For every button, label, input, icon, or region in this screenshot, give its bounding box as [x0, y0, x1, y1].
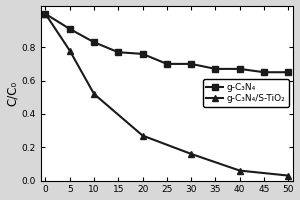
g-C₃N₄/S-TiO₂ — [189, 153, 193, 155]
g-C₃N₄ — [189, 63, 193, 65]
g-C₃N₄ — [262, 71, 266, 73]
g-C₃N₄/S-TiO₂ — [238, 169, 242, 172]
g-C₃N₄/S-TiO₂ — [141, 134, 144, 137]
Y-axis label: C/C₀: C/C₀ — [6, 81, 19, 106]
g-C₃N₄ — [44, 13, 47, 15]
Legend: g-C₃N₄, g-C₃N₄/S-TiO₂: g-C₃N₄, g-C₃N₄/S-TiO₂ — [203, 79, 289, 107]
g-C₃N₄/S-TiO₂ — [68, 49, 71, 52]
g-C₃N₄ — [214, 68, 217, 70]
g-C₃N₄/S-TiO₂ — [44, 13, 47, 15]
g-C₃N₄ — [141, 53, 144, 55]
g-C₃N₄ — [238, 68, 242, 70]
g-C₃N₄ — [165, 63, 169, 65]
g-C₃N₄/S-TiO₂ — [286, 174, 290, 177]
g-C₃N₄ — [286, 71, 290, 73]
Line: g-C₃N₄: g-C₃N₄ — [42, 10, 292, 76]
Line: g-C₃N₄/S-TiO₂: g-C₃N₄/S-TiO₂ — [42, 10, 292, 179]
g-C₃N₄ — [68, 28, 71, 30]
g-C₃N₄ — [116, 51, 120, 53]
g-C₃N₄ — [92, 41, 96, 43]
g-C₃N₄/S-TiO₂ — [92, 93, 96, 95]
